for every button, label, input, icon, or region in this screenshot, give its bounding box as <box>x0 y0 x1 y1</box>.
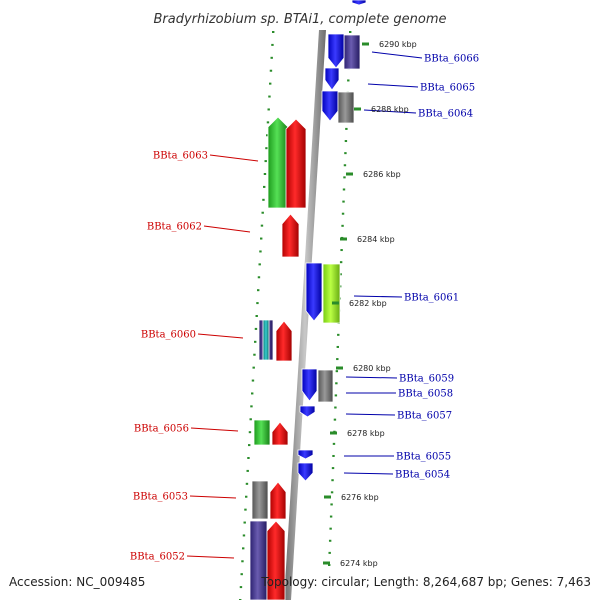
gene-label-reverse[interactable]: BBta_6056 <box>134 424 189 435</box>
gene-label-reverse[interactable]: BBta_6063 <box>153 151 208 162</box>
gene-feature[interactable] <box>322 263 341 324</box>
gene-label-forward[interactable]: BBta_6055 <box>396 452 451 463</box>
gene-feature[interactable] <box>343 34 361 70</box>
scale-tick <box>323 561 330 565</box>
genome-backbone <box>284 30 326 600</box>
gene-feature[interactable] <box>271 421 289 446</box>
scale-tick <box>362 42 369 46</box>
scale-tick-label: 6278 kbp <box>347 429 385 438</box>
label-leader <box>363 109 417 114</box>
scale-tick <box>332 301 339 305</box>
label-leader <box>371 51 423 59</box>
gene-feature[interactable] <box>321 90 339 122</box>
label-leader <box>343 472 394 475</box>
label-leaders <box>186 51 423 559</box>
gene-feature[interactable] <box>266 520 286 600</box>
label-leader <box>189 495 237 499</box>
gene-feature[interactable] <box>253 419 271 446</box>
gene-feature[interactable] <box>351 0 367 6</box>
scale-tick <box>330 431 337 435</box>
label-leader <box>367 83 419 88</box>
accession-label: Accession: NC_009485 <box>9 575 146 589</box>
gene-label-forward[interactable]: BBta_6059 <box>399 374 454 385</box>
gene-label-reverse[interactable]: BBta_6060 <box>141 330 196 341</box>
map-title: Bradyrhizobium sp. BTAi1, complete genom… <box>153 12 446 27</box>
label-leader <box>203 225 251 233</box>
gene-feature[interactable] <box>285 118 307 209</box>
label-leader <box>197 333 244 339</box>
scale-tick-label: 6276 kbp <box>341 493 379 502</box>
gene-feature[interactable] <box>324 67 340 91</box>
gene-labels: BBta_6066 BBta_6065 BBta_6064 BBta_6061 BBta… <box>130 54 479 563</box>
scale-tick-label: 6288 kbp <box>371 105 409 114</box>
scale-tick-label: 6282 kbp <box>349 299 387 308</box>
gene-feature[interactable] <box>269 481 287 520</box>
label-leader <box>190 427 239 432</box>
gene-feature[interactable] <box>262 319 270 361</box>
gene-label-forward[interactable]: BBta_6064 <box>418 109 473 120</box>
scale-tick-label: 6274 kbp <box>340 559 378 568</box>
gene-feature[interactable] <box>301 368 318 402</box>
scale-tick-label: 6280 kbp <box>353 364 391 373</box>
scale-tick <box>324 495 331 499</box>
scale-tick <box>346 172 353 176</box>
gene-label-forward[interactable]: BBta_6054 <box>395 470 450 481</box>
scale-tick <box>336 366 343 370</box>
gene-feature[interactable] <box>317 369 334 403</box>
scale-tick <box>340 237 347 241</box>
gene-label-forward[interactable]: BBta_6058 <box>398 389 453 400</box>
label-leader <box>353 295 403 298</box>
gene-label-forward[interactable]: BBta_6065 <box>420 83 475 94</box>
gene-feature[interactable] <box>251 480 269 520</box>
gene-feature[interactable] <box>281 213 300 258</box>
gene-label-reverse[interactable]: BBta_6062 <box>147 222 202 233</box>
scale-tick <box>354 107 361 111</box>
scale-tick-label: 6290 kbp <box>379 40 417 49</box>
scale-tick-label: 6284 kbp <box>357 235 395 244</box>
label-leader <box>186 555 235 559</box>
gene-feature[interactable] <box>299 405 316 418</box>
label-leader <box>345 413 396 416</box>
gene-label-forward[interactable]: BBta_6066 <box>424 54 479 65</box>
gene-feature[interactable] <box>267 116 289 209</box>
gene-label-forward[interactable]: BBta_6057 <box>397 411 452 422</box>
scale-ticks: 6290 kbp 6288 kbp 6286 kbp 6284 kbp 6282 kbp… <box>323 40 417 568</box>
topology-label: Topology: circular; Length: 8,264,687 bp… <box>261 575 591 589</box>
label-leader <box>209 154 259 162</box>
label-leader <box>345 376 398 379</box>
scale-tick-label: 6286 kbp <box>363 170 401 179</box>
gene-feature[interactable] <box>275 320 293 362</box>
gene-features <box>249 0 367 600</box>
gene-label-reverse[interactable]: BBta_6053 <box>133 492 188 503</box>
gene-label-reverse[interactable]: BBta_6052 <box>130 552 185 563</box>
gene-feature[interactable] <box>305 262 323 322</box>
gene-feature[interactable] <box>337 91 355 124</box>
gene-feature[interactable] <box>297 462 314 482</box>
gene-feature[interactable] <box>249 520 268 600</box>
gene-feature[interactable] <box>297 449 314 460</box>
gene-label-forward[interactable]: BBta_6061 <box>404 293 459 304</box>
gene-feature[interactable] <box>327 33 345 69</box>
